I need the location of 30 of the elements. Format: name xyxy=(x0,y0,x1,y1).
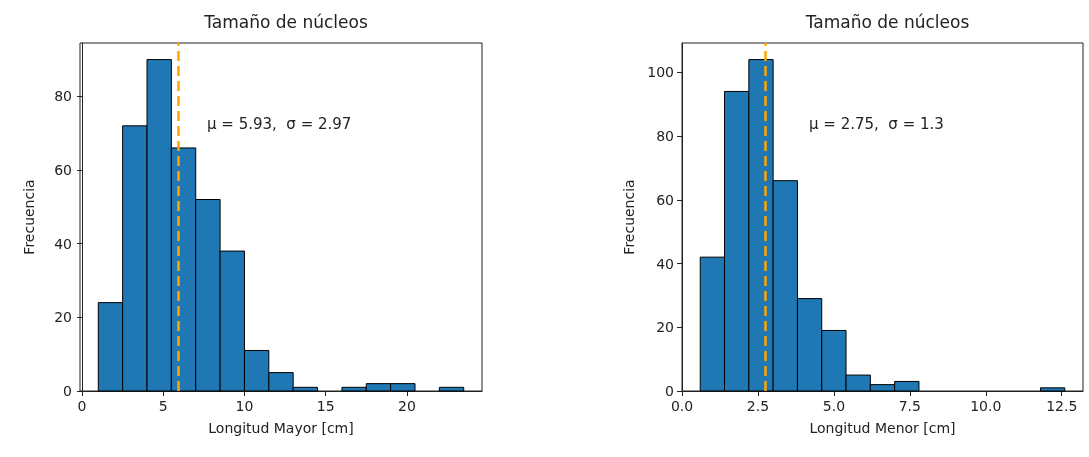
chart-title: Tamaño de núcleos xyxy=(203,11,368,32)
x-tick-label: 10 xyxy=(235,398,254,414)
x-tick-label: 5 xyxy=(158,398,168,414)
y-tick-label: 20 xyxy=(656,319,674,336)
x-tick-label: 0 xyxy=(77,398,87,414)
x-tick-label: 2.5 xyxy=(746,398,770,414)
y-tick-label: 100 xyxy=(647,64,674,81)
x-tick-label: 5.0 xyxy=(822,398,846,414)
x-tick-label: 12.5 xyxy=(1046,398,1078,414)
y-tick-label: 0 xyxy=(63,383,72,399)
y-tick-label: 40 xyxy=(54,235,72,252)
x-tick-label: 20 xyxy=(397,398,416,414)
x-tick-label: 15 xyxy=(316,398,335,414)
y-axis-title: Frecuencia xyxy=(21,179,37,255)
x-axis-title: Longitud Mayor [cm] xyxy=(208,420,354,436)
y-tick-label: 60 xyxy=(54,162,72,179)
y-tick-label: 40 xyxy=(656,255,674,272)
y-tick-label: 20 xyxy=(54,309,72,326)
x-tick-label: 0.0 xyxy=(670,398,694,414)
x-tick-label: 10.0 xyxy=(970,398,1002,414)
chart-title: Tamaño de núcleos xyxy=(804,11,970,32)
annotation: μ = 2.75, σ = 1.3 xyxy=(809,114,944,133)
y-tick-label: 60 xyxy=(656,191,674,208)
x-tick-label: 7.5 xyxy=(898,398,921,414)
y-axis-title: Frecuencia xyxy=(621,179,638,255)
y-tick-label: 80 xyxy=(656,128,674,145)
y-tick-label: 80 xyxy=(54,88,72,105)
x-axis-title: Longitud Menor [cm] xyxy=(809,420,956,436)
annotation: μ = 5.93, σ = 2.97 xyxy=(207,114,352,133)
y-tick-label: 0 xyxy=(665,383,674,399)
